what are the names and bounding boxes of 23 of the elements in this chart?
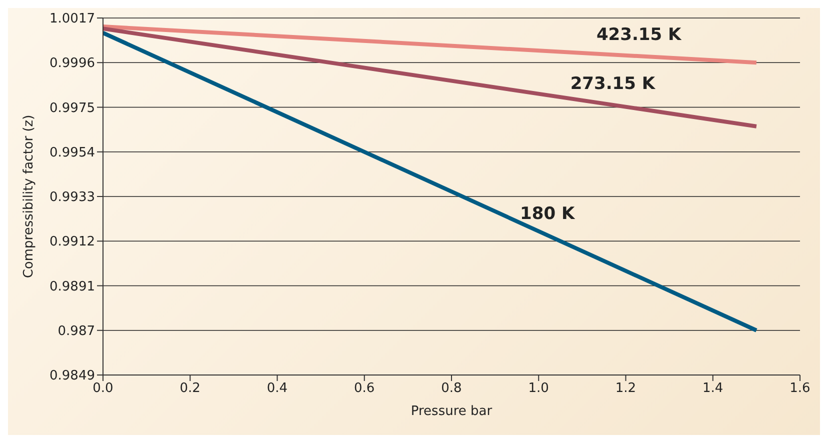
y-tick-label: 0.9975	[50, 100, 95, 116]
x-tick-label: 0.8	[441, 381, 462, 396]
y-tick-label: 0.987	[58, 324, 95, 339]
x-tick-label: 1.2	[615, 381, 636, 396]
x-tick-label: 0.2	[180, 381, 200, 396]
x-tick-label: 0.6	[354, 381, 375, 396]
x-tick-label: 1.0	[528, 381, 549, 396]
x-tick-label: 0.0	[92, 381, 114, 396]
series-label: 423.15 K	[596, 25, 682, 46]
y-axis-title: Compressibility factor (z)	[22, 114, 37, 278]
y-tick-label: 0.9996	[50, 56, 95, 72]
y-tick-label: 1.0017	[50, 12, 95, 27]
x-tick-label: 1.6	[790, 381, 810, 396]
y-tick-label: 0.9954	[50, 145, 95, 160]
y-tick-label: 0.9933	[50, 190, 95, 206]
y-tick-label: 0.9912	[50, 234, 95, 250]
series-label: 273.15 K	[570, 74, 656, 94]
x-axis-title: Pressure bar	[410, 404, 493, 419]
y-tick-label: 0.9849	[50, 368, 95, 384]
y-tick-label: 0.9891	[50, 279, 95, 294]
series-label: 180 K	[520, 204, 576, 224]
x-tick-label: 1.4	[702, 381, 724, 396]
x-tick-label: 0.4	[266, 381, 288, 396]
